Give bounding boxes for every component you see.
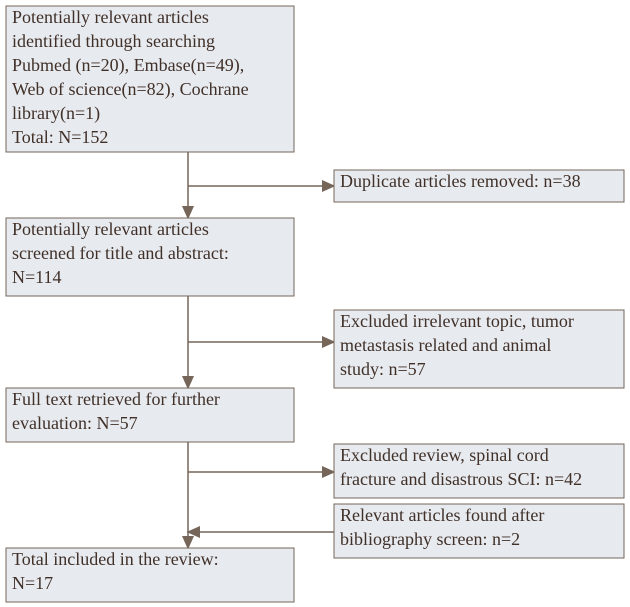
flow-node-text: Pubmed (n=20), Embase(n=49), bbox=[12, 55, 244, 76]
flow-node-text: screened for title and abstract: bbox=[12, 243, 229, 263]
flow-node-excluded_irrelevant: Excluded irrelevant topic, tumor metastas… bbox=[334, 310, 624, 388]
flow-node-text: Full text retrieved for further bbox=[12, 389, 220, 409]
flow-node-text: N=114 bbox=[12, 267, 61, 287]
flow-node-text: Potentially relevant articles bbox=[12, 219, 209, 239]
flow-node-text: bibliography screen: n=2 bbox=[340, 529, 520, 549]
flow-node-text: identified through searching bbox=[12, 31, 215, 51]
flow-node-duplicates: Duplicate articles removed: n=38 bbox=[334, 170, 624, 202]
flow-node-text: Excluded review, spinal cord bbox=[340, 445, 549, 465]
flow-node-excluded_review: Excluded review, spinal cord fracture and… bbox=[334, 444, 624, 498]
flow-node-text: library(n=1) bbox=[12, 103, 100, 124]
flow-node-text: Potentially relevant articles bbox=[12, 7, 209, 27]
flow-node-total: Total included in the review: N=17 bbox=[6, 548, 294, 602]
flow-node-text: fracture and disastrous SCI: n=42 bbox=[340, 469, 582, 489]
flow-node-text: metastasis related and animal bbox=[340, 335, 551, 355]
flow-node-fulltext: Full text retrieved for further evaluatio… bbox=[6, 388, 294, 442]
flow-node-text: Excluded irrelevant topic, tumor bbox=[340, 311, 574, 331]
flow-node-text: Web of science(n=82), Cochrane bbox=[12, 79, 249, 100]
flow-node-text: Total included in the review: bbox=[12, 549, 219, 569]
prisma-flowchart: Potentially relevant articles identified … bbox=[0, 0, 630, 607]
flow-node-text: evaluation: N=57 bbox=[12, 413, 138, 433]
flow-node-text: Duplicate articles removed: n=38 bbox=[340, 171, 581, 191]
flow-node-text: Total: N=152 bbox=[12, 127, 108, 147]
flow-node-biblio: Relevant articles found after bibliograph… bbox=[334, 504, 624, 558]
flow-node-identified: Potentially relevant articles identified … bbox=[6, 6, 294, 152]
flow-node-text: study: n=57 bbox=[340, 359, 426, 379]
flow-node-text: N=17 bbox=[12, 573, 53, 593]
flow-node-screened: Potentially relevant articles screened fo… bbox=[6, 218, 294, 296]
flow-node-text: Relevant articles found after bbox=[340, 505, 544, 525]
